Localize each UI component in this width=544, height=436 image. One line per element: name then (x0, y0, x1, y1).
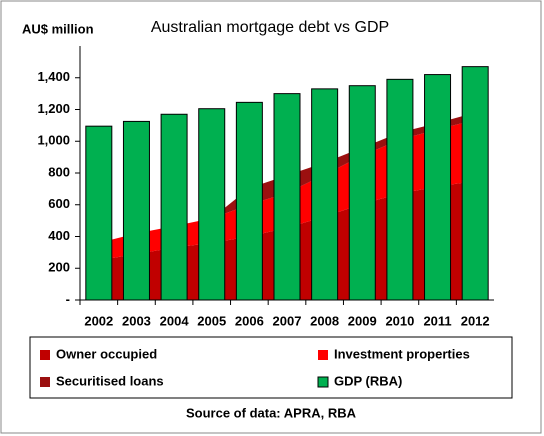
x-tick-label: 2012 (461, 313, 490, 328)
bar (461, 66, 489, 301)
y-tick-label: - (66, 291, 70, 306)
bar (311, 88, 339, 301)
x-tick-label: 2011 (423, 313, 451, 328)
bar (424, 74, 452, 301)
x-tick-label: 2003 (122, 313, 151, 328)
bar (85, 125, 113, 301)
x-tick-label: 2010 (385, 313, 414, 328)
y-tick-label: 400 (48, 228, 70, 243)
bar (273, 93, 301, 301)
x-tick-label: 2005 (197, 313, 226, 328)
bar (348, 85, 376, 301)
bar (386, 78, 414, 301)
bar (198, 108, 226, 301)
y-tick-label: 1,400 (37, 69, 70, 84)
chart-title: Australian mortgage debt vs GDP (151, 19, 389, 36)
source-note: Source of data: APRA, RBA (186, 405, 357, 420)
y-tick-label: 1,200 (37, 101, 70, 116)
x-tick-label: 2004 (160, 313, 190, 328)
legend-swatch (40, 377, 50, 387)
legend-label: Securitised loans (56, 373, 164, 388)
bar (160, 113, 188, 301)
y-tick-label: 200 (48, 260, 70, 275)
y-tick-label: 600 (48, 196, 70, 211)
legend-swatch (318, 350, 328, 360)
y-tick-label: 800 (48, 164, 70, 179)
legend-swatch (317, 376, 329, 388)
y-tick-label: 1,000 (37, 133, 70, 148)
bar (122, 120, 150, 301)
x-tick-label: 2002 (84, 313, 113, 328)
legend-label: Owner occupied (56, 346, 157, 361)
legend-label: GDP (RBA) (334, 373, 402, 388)
y-axis-label: AU$ million (22, 21, 94, 36)
legend-label: Investment properties (334, 346, 470, 361)
legend-box (29, 336, 513, 399)
x-tick-label: 2006 (235, 313, 264, 328)
bar (235, 101, 263, 301)
x-tick-label: 2009 (348, 313, 377, 328)
x-tick-label: 2008 (310, 313, 339, 328)
area (98, 119, 476, 261)
legend-swatch (40, 350, 50, 360)
x-tick-label: 2007 (273, 313, 302, 328)
